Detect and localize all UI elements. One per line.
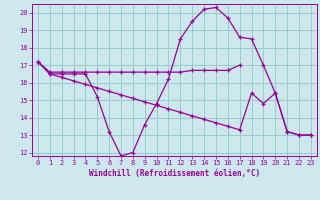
X-axis label: Windchill (Refroidissement éolien,°C): Windchill (Refroidissement éolien,°C): [89, 169, 260, 178]
